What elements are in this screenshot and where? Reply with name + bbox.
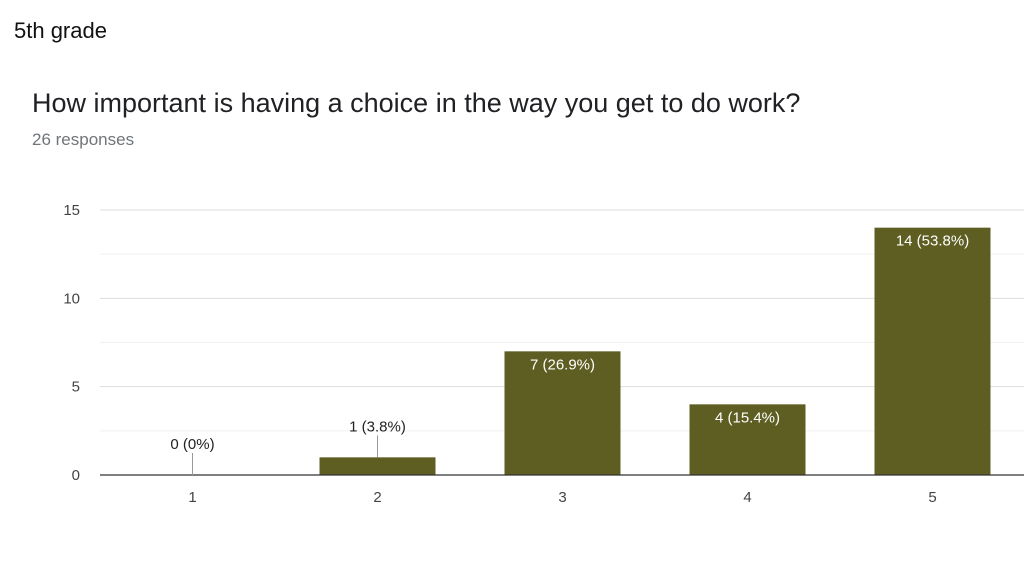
data-label: 14 (53.8%): [896, 233, 969, 250]
bar-3: [504, 351, 621, 475]
bar-2: [319, 457, 436, 475]
data-label: 1 (3.8%): [349, 418, 406, 435]
y-tick-label: 10: [63, 290, 80, 307]
y-tick-label: 15: [63, 202, 80, 219]
y-tick-label: 5: [72, 379, 80, 396]
x-tick-label: 4: [743, 489, 751, 506]
x-axis-ticks: 1 2 3 4 5: [188, 489, 936, 506]
y-tick-label: 0: [72, 467, 80, 484]
x-tick-label: 1: [188, 489, 196, 506]
x-tick-label: 2: [373, 489, 381, 506]
data-label: 4 (15.4%): [715, 409, 780, 426]
x-tick-label: 3: [558, 489, 566, 506]
response-count: 26 responses: [32, 130, 135, 149]
data-labels: 0 (0%) 1 (3.8%) 7 (26.9%) 4 (15.4%) 14 (53.8…: [170, 233, 969, 475]
data-label: 0 (0%): [170, 436, 214, 453]
bar-4: [689, 404, 806, 475]
question-title: How important is having a choice in the …: [32, 88, 801, 118]
x-tick-label: 5: [928, 489, 936, 506]
y-axis-ticks: 0 5 10 15: [63, 202, 80, 484]
data-label: 7 (26.9%): [530, 356, 595, 373]
page-header-title: 5th grade: [14, 18, 107, 43]
bars: [319, 227, 991, 475]
bar-5: [874, 227, 991, 475]
